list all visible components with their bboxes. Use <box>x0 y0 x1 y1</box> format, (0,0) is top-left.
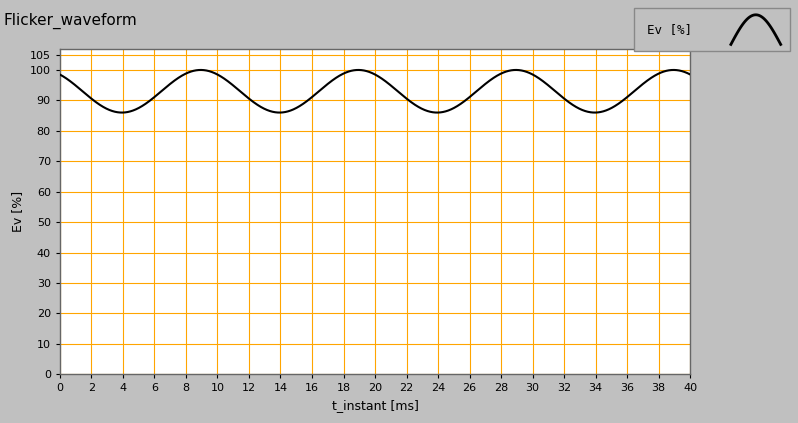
Text: Flicker_waveform: Flicker_waveform <box>4 13 138 29</box>
X-axis label: t_instant [ms]: t_instant [ms] <box>332 399 418 412</box>
Text: Ev [%]: Ev [%] <box>647 23 692 36</box>
Y-axis label: Ev [%]: Ev [%] <box>11 191 24 232</box>
